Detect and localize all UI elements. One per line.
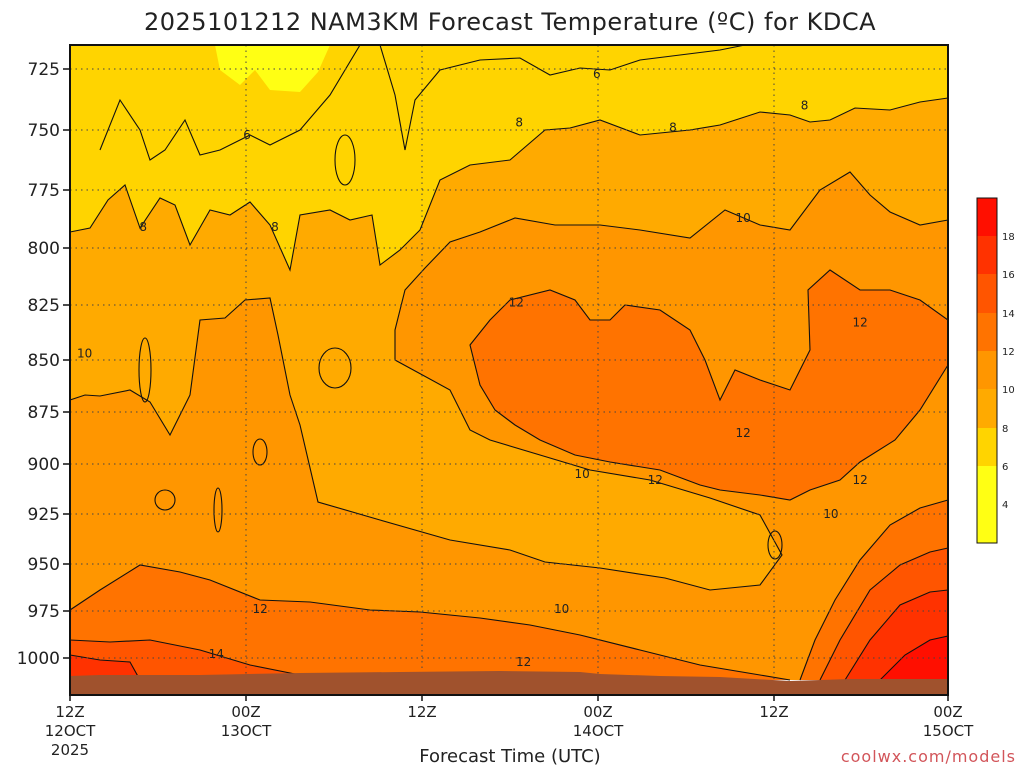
colorbar-segment — [977, 236, 997, 274]
contour-label: 12 — [253, 602, 268, 616]
contour-blob — [252, 438, 268, 466]
y-tick-label: 775 — [28, 181, 60, 201]
contour-label: 12 — [735, 426, 750, 440]
y-tick-label: 875 — [28, 403, 60, 423]
x-tick-label: 00Z — [933, 703, 962, 721]
contour-8 — [69, 97, 949, 272]
y-tick-labels: 725 750 775 800 825 850 875 900 925 950 … — [17, 60, 60, 669]
y-tick-label: 750 — [28, 121, 60, 141]
contour-label: 12 — [853, 316, 868, 330]
colorbar-segment — [977, 389, 997, 428]
contour-label: 12 — [648, 473, 663, 487]
x-tick-label: 2025 — [51, 741, 89, 759]
x-axis: 12Z 12OCT 2025 00Z 13OCT 12Z 00Z 14OCT 1… — [45, 695, 974, 767]
contour-label: 6 — [243, 128, 251, 142]
y-tick-label: 925 — [28, 505, 60, 525]
plot-area: 6 6 8 8 8 8 8 10 10 10 10 10 12 12 12 12 12 12 12 14 — [69, 44, 949, 696]
x-tick-label: 12OCT — [45, 722, 96, 740]
contour-label: 10 — [575, 467, 590, 481]
band-10-12 — [70, 172, 948, 680]
contour-label: 8 — [271, 220, 279, 234]
band-4-6 — [215, 45, 330, 92]
contour-14-right — [819, 547, 949, 681]
y-tick-label: 725 — [28, 60, 60, 80]
x-tick-label: 12Z — [407, 703, 436, 721]
colorbar-segment — [977, 198, 997, 236]
contour-label: 8 — [801, 99, 809, 113]
colorbar-label: 12 — [1002, 347, 1015, 358]
y-tick-label: 975 — [28, 602, 60, 622]
x-tick-label: 00Z — [583, 703, 612, 721]
x-tick-label: 14OCT — [573, 722, 624, 740]
contour-label: 12 — [516, 655, 531, 669]
credit-text: coolwx.com/models — [841, 747, 1016, 766]
band-16-left — [70, 655, 140, 680]
contour-16-right — [844, 589, 949, 681]
colorbar-label: 6 — [1002, 462, 1008, 473]
x-tick-labels: 12Z 12OCT 2025 00Z 13OCT 12Z 00Z 14OCT 1… — [45, 703, 974, 759]
y-tick-label: 800 — [28, 239, 60, 259]
contour-blob — [213, 487, 223, 533]
x-tick-label: 00Z — [231, 703, 260, 721]
x-axis-title: Forecast Time (UTC) — [419, 746, 600, 767]
contour-label: 6 — [593, 67, 601, 81]
contour-label: 10 — [823, 507, 838, 521]
contour-12-right — [799, 499, 949, 681]
contour-18-right — [879, 635, 949, 681]
colorbar-label: 4 — [1002, 500, 1008, 511]
y-tick-label: 950 — [28, 555, 60, 575]
colorbar-label: 14 — [1002, 309, 1015, 320]
x-tick-label: 13OCT — [221, 722, 272, 740]
contour-16-left — [69, 654, 141, 681]
contour-blob — [318, 347, 352, 389]
colorbar-label: 18 — [1002, 232, 1015, 243]
colorbar-segment — [977, 428, 997, 466]
plot-frame — [69, 44, 949, 696]
colorbar-segment — [977, 313, 997, 351]
contour-blob — [334, 134, 356, 186]
y-tick-label: 1000 — [17, 649, 60, 669]
colorbar-label: 10 — [1002, 385, 1015, 396]
contour-blob — [154, 489, 176, 511]
contour-12-mid — [469, 269, 949, 501]
chart-title: 2025101212 NAM3KM Forecast Temperature (… — [144, 8, 876, 36]
ground-terrain — [70, 671, 948, 695]
y-axis: 725 750 775 800 825 850 875 900 925 950 … — [17, 60, 70, 669]
colorbar-segment — [977, 351, 997, 389]
x-tick-label: 12Z — [759, 703, 788, 721]
colorbar-segment — [977, 274, 997, 313]
colorbar-label: 8 — [1002, 424, 1008, 435]
contour-label: 14 — [209, 647, 224, 661]
x-tick-label: 15OCT — [923, 722, 974, 740]
y-ticks — [63, 68, 70, 659]
contour-blob — [138, 337, 152, 403]
contour-10 — [69, 171, 949, 591]
contour-label: 12 — [853, 473, 868, 487]
grid — [70, 45, 948, 695]
y-tick-label: 850 — [28, 351, 60, 371]
y-tick-label: 900 — [28, 455, 60, 475]
contour-label: 8 — [669, 121, 677, 135]
colorbar: 18 16 14 12 10 8 6 4 — [976, 197, 1015, 544]
band-12-14-mid — [470, 270, 948, 500]
contour-labels: 6 6 8 8 8 8 8 10 10 10 10 10 12 12 12 12 12 12 12 14 — [77, 67, 868, 669]
contour-label: 8 — [515, 116, 523, 130]
contour-label: 10 — [77, 346, 92, 360]
contour-label: 10 — [735, 211, 750, 225]
contour-label: 10 — [554, 602, 569, 616]
colorbar-labels: 18 16 14 12 10 8 6 4 — [1002, 232, 1015, 511]
band-18-20-right — [880, 636, 948, 680]
band-12-14 — [70, 565, 790, 680]
y-tick-label: 825 — [28, 296, 60, 316]
x-tick-label: 12Z — [55, 703, 84, 721]
contour-label: 12 — [509, 296, 524, 310]
contour-label: 8 — [139, 220, 147, 234]
contour-blob — [767, 530, 783, 560]
contour-6 — [99, 44, 746, 161]
colorbar-segment — [977, 466, 997, 543]
colorbar-frame — [976, 197, 998, 544]
colorbar-label: 16 — [1002, 270, 1015, 281]
x-ticks — [69, 695, 949, 701]
